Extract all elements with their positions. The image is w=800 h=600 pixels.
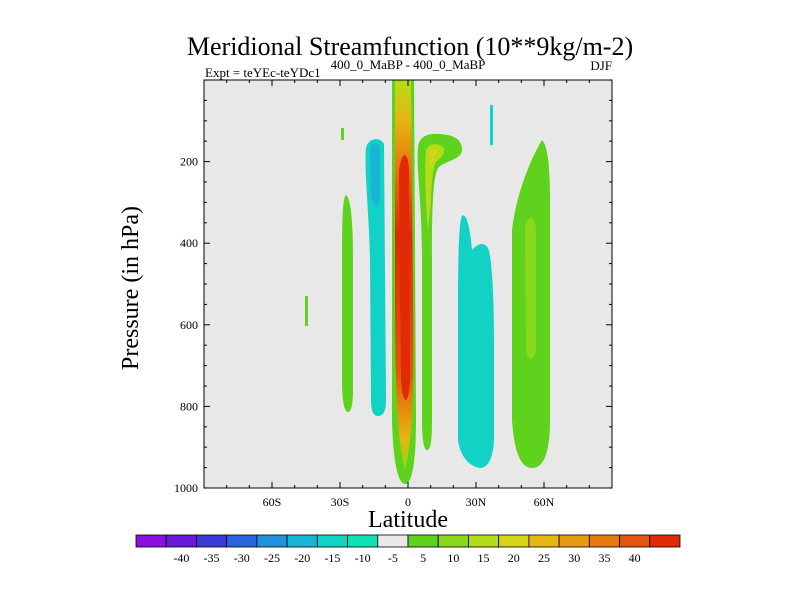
colorbar-label: 10 — [447, 551, 459, 565]
colorbar-swatch — [588, 534, 620, 548]
colorbar-label: 25 — [538, 551, 550, 565]
contour-northern-midlatitude-positive-inner — [525, 218, 536, 359]
colorbar-label: 30 — [568, 551, 580, 565]
y-axis: 200 400 600 800 1000 — [174, 99, 612, 495]
comparison-label: 400_0_MaBP - 400_0_MaBP — [331, 57, 486, 72]
contour-northern-subtropical-negative — [458, 215, 494, 468]
colorbar-label: -40 — [173, 551, 189, 565]
colorbar-label: 15 — [478, 551, 490, 565]
chart-title: Meridional Streamfunction (10**9kg/m-2) — [187, 32, 633, 61]
colorbar-swatch — [256, 534, 288, 548]
y-tick-label: 400 — [180, 236, 198, 250]
x-tick-label: 60N — [534, 495, 555, 509]
x-tick-label: 30N — [466, 495, 487, 509]
colorbar-label: -25 — [264, 551, 280, 565]
x-tick-label: 60S — [263, 495, 282, 509]
colorbar-swatch — [196, 534, 228, 548]
contour-fragment-1 — [341, 128, 344, 140]
y-tick-label: 200 — [180, 155, 198, 169]
colorbar-swatch — [347, 534, 379, 548]
y-tick-label: 1000 — [174, 481, 198, 495]
x-axis: 60S 30S 0 30N 60N — [226, 80, 590, 509]
colorbar-swatch — [468, 534, 500, 548]
y-tick-label: 600 — [180, 318, 198, 332]
y-axis-title: Pressure (in hPa) — [118, 206, 144, 370]
colorbar-swatch — [498, 534, 530, 548]
colorbar-label: -10 — [355, 551, 371, 565]
colorbar-label: 5 — [420, 551, 426, 565]
colorbar-label: -20 — [294, 551, 310, 565]
colorbar-swatch — [135, 534, 167, 548]
colorbar-swatch — [377, 534, 409, 548]
colorbar-label: -5 — [388, 551, 398, 565]
colorbar-swatch — [316, 534, 348, 548]
colorbar-swatch — [649, 534, 681, 548]
x-tick-label: 30S — [331, 495, 350, 509]
experiment-label: Expt = teYEc-teYDc1 — [205, 65, 321, 80]
contour-southern-tropical-negative — [365, 139, 386, 416]
colorbar-label: 40 — [629, 551, 641, 565]
colorbar-swatch — [165, 534, 197, 548]
colorbar-swatch — [407, 534, 439, 548]
contour-fields — [305, 80, 550, 484]
contour-equatorial-core-peak — [399, 155, 410, 400]
colorbar-label: -35 — [204, 551, 220, 565]
colorbar-label: -30 — [234, 551, 250, 565]
colorbar-label: 20 — [508, 551, 520, 565]
colorbar-swatch — [226, 534, 258, 548]
colorbar-swatch — [286, 534, 318, 548]
colorbar-swatch — [437, 534, 469, 548]
colorbar-swatch — [558, 534, 590, 548]
season-label: DJF — [590, 58, 612, 73]
colorbar-label: 35 — [598, 551, 610, 565]
x-tick-label: 0 — [405, 495, 411, 509]
contour-fragment-2 — [305, 296, 308, 326]
colorbar-swatch — [528, 534, 560, 548]
colorbar-swatch — [619, 534, 651, 548]
y-tick-label: 800 — [180, 399, 198, 413]
x-axis-title: Latitude — [368, 507, 448, 533]
contour-fragment-3 — [490, 105, 493, 145]
contour-northern-tropical-positive-inner — [425, 144, 445, 230]
contour-southern-tropical-negative-inner — [370, 143, 380, 205]
contour-northern-tropical-positive-core — [429, 148, 437, 168]
colorbar: -40 -35 -30 -25 -20 -15 -10 -5 5 10 15 20 25 30 35 40 — [135, 534, 681, 565]
colorbar-label: -15 — [324, 551, 340, 565]
contour-southern-subtropical-positive — [342, 195, 353, 412]
